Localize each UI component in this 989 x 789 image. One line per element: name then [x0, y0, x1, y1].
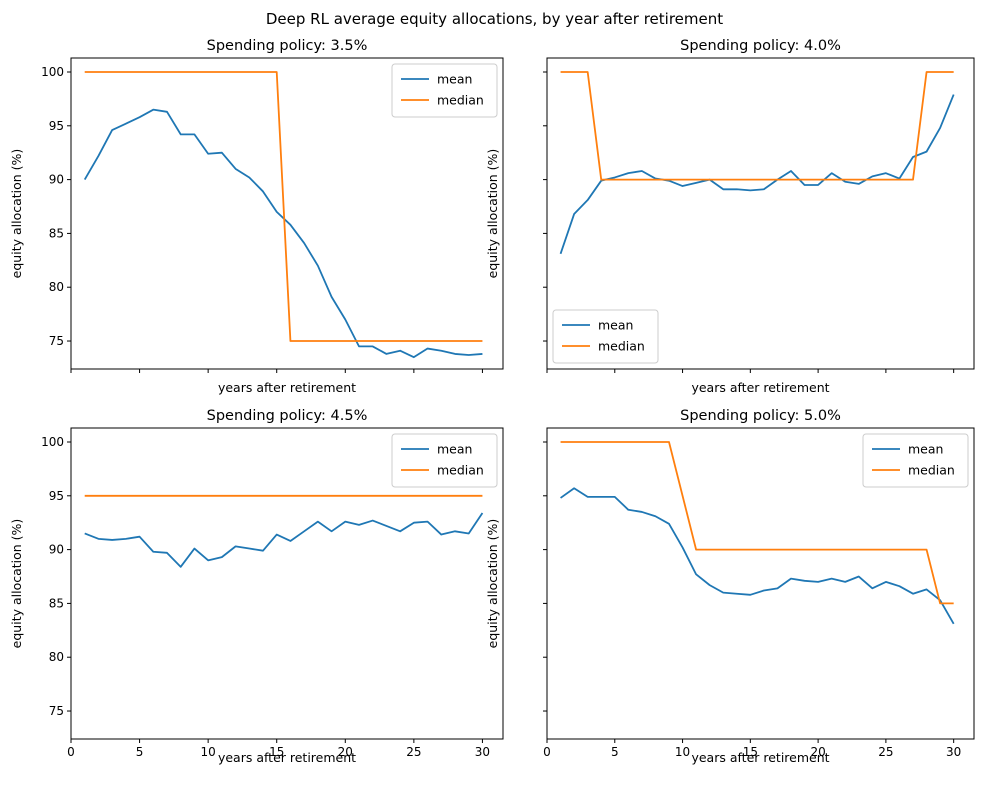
x-tick-label: 25: [406, 745, 421, 759]
y-axis-label: equity allocation (%): [9, 519, 24, 649]
legend-label-median: median: [437, 463, 484, 478]
x-tick-label: 0: [67, 745, 75, 759]
x-axis-label: years after retirement: [218, 750, 356, 765]
y-tick-label: 85: [49, 596, 64, 610]
x-tick-label: 25: [878, 745, 893, 759]
series-line-median: [84, 71, 483, 342]
legend-box: [391, 63, 498, 118]
legend-label-mean: mean: [437, 72, 472, 87]
y-tick-label: 95: [49, 119, 64, 133]
series-group: [84, 494, 484, 568]
legend-label-median: median: [598, 339, 645, 354]
series-line-mean: [559, 94, 955, 255]
y-tick-label: 80: [49, 280, 64, 294]
x-tick-label: 15: [269, 745, 284, 759]
chart-title: Spending policy: 4.0%: [680, 38, 841, 54]
legend-label-mean: mean: [908, 442, 943, 457]
chart-title: Spending policy: 3.5%: [207, 38, 368, 54]
legend: mean median: [862, 433, 969, 488]
x-tick-label: 15: [743, 745, 758, 759]
y-tick-label: 95: [49, 489, 64, 503]
plot-frame: [70, 427, 504, 740]
x-tick-label: 5: [611, 745, 619, 759]
chart-panels: Spending policy: 3.5% years after retirem…: [9, 38, 975, 765]
chart-panel-1: Spending policy: 3.5% years after retirem…: [9, 38, 504, 395]
series-group: [560, 441, 955, 625]
legend: mean median: [391, 433, 498, 488]
chart-panel-4: Spending policy: 5.0% years after retirem…: [485, 408, 975, 765]
series-group: [83, 71, 483, 359]
y-axis-label: equity allocation (%): [485, 519, 500, 649]
series-line-mean: [84, 512, 484, 568]
figure-suptitle: Deep RL average equity allocations, by y…: [266, 10, 723, 28]
x-axis-label: years after retirement: [691, 750, 829, 765]
chart-title: Spending policy: 5.0%: [680, 408, 841, 424]
x-tick-label: 20: [338, 745, 353, 759]
x-axis-label: years after retirement: [691, 380, 829, 395]
y-tick-label: 75: [49, 334, 64, 348]
series-line-median: [560, 71, 954, 181]
y-tick-label: 85: [49, 226, 64, 240]
chart-panel-3: Spending policy: 4.5% years after retirem…: [9, 408, 504, 765]
x-tick-label: 10: [675, 745, 690, 759]
y-axis-label: equity allocation (%): [485, 149, 500, 279]
x-tick-label: 5: [136, 745, 144, 759]
series-group: [559, 71, 955, 255]
legend-label-median: median: [908, 463, 955, 478]
legend-label-mean: mean: [437, 442, 472, 457]
y-tick-label: 90: [49, 173, 64, 187]
y-tick-label: 100: [41, 65, 64, 79]
plot-frame: [546, 57, 975, 370]
y-tick-label: 80: [49, 650, 64, 664]
legend: mean median: [552, 309, 659, 364]
x-tick-label: 10: [201, 745, 216, 759]
x-tick-label: 30: [946, 745, 961, 759]
legend-box: [391, 433, 498, 488]
x-tick-label: 30: [475, 745, 490, 759]
legend: mean median: [391, 63, 498, 118]
chart-panel-2: Spending policy: 4.0% years after retirem…: [485, 38, 975, 395]
chart-title: Spending policy: 4.5%: [207, 408, 368, 424]
y-axis-label: equity allocation (%): [9, 149, 24, 279]
x-tick-label: 0: [543, 745, 551, 759]
x-axis-label: years after retirement: [218, 380, 356, 395]
plot-frame: [546, 427, 975, 740]
series-line-mean: [560, 487, 955, 625]
legend-box: [552, 309, 659, 364]
x-tick-label: 20: [810, 745, 825, 759]
series-line-median: [560, 441, 954, 605]
y-tick-label: 100: [41, 435, 64, 449]
legend-label-median: median: [437, 93, 484, 108]
y-tick-label: 90: [49, 543, 64, 557]
y-tick-label: 75: [49, 704, 64, 718]
legend-label-mean: mean: [598, 318, 633, 333]
plot-frame: [70, 57, 504, 370]
legend-box: [862, 433, 969, 488]
